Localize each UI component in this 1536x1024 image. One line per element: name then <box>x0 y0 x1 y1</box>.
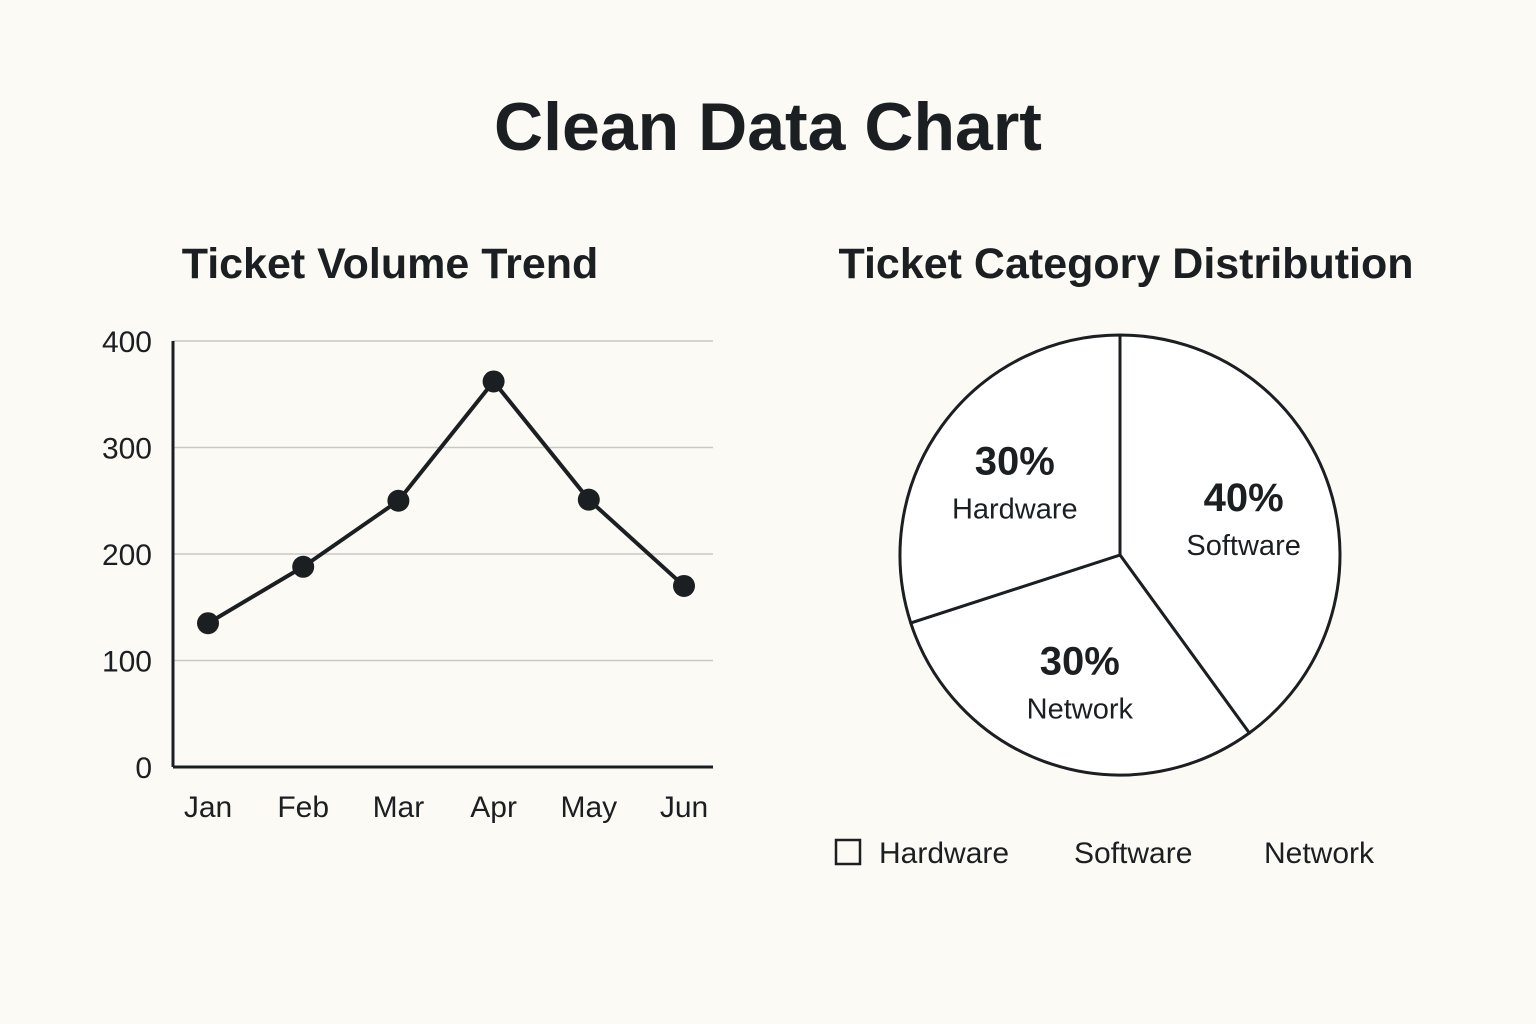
data-point-feb <box>292 555 315 578</box>
pie-slice-labels: 40% Software 30% Network 30% Hardware <box>952 440 1301 726</box>
x-tick-label: Apr <box>470 791 517 824</box>
data-point-jan <box>197 612 219 635</box>
y-tick-label: 200 <box>102 539 152 572</box>
pie-slice-hardware <box>898 333 1122 625</box>
line-chart: Ticket Volume Trend 0 100 200 300 400 Jan Feb… <box>102 240 713 824</box>
y-tick-label: 300 <box>102 433 152 466</box>
pie-slices <box>898 333 1342 777</box>
x-tick-label: May <box>560 791 617 824</box>
pie-slice-label: Hardware <box>952 494 1078 526</box>
page-title: Clean Data Chart <box>494 89 1042 165</box>
pie-slice-network <box>909 553 1251 777</box>
pie-slice-percent: 40% <box>1204 476 1284 520</box>
x-tick-label: Feb <box>277 791 329 824</box>
pie-slice-label: Software <box>1186 530 1300 562</box>
line-chart-grid <box>173 340 713 662</box>
legend-item-network: Network <box>1264 837 1375 870</box>
series-line <box>206 379 686 625</box>
pie-slice-percent: 30% <box>975 440 1055 484</box>
data-point-jun <box>673 574 695 597</box>
legend-item-hardware: Hardware <box>879 837 1009 870</box>
pie-slice-software <box>1118 333 1342 735</box>
pie-slice-label: Network <box>1027 694 1134 726</box>
x-tick-label: Jun <box>660 791 708 824</box>
y-tick-label: 0 <box>135 752 152 785</box>
data-point-may <box>577 488 600 511</box>
pie-legend: Hardware Software Network <box>834 837 1375 870</box>
line-chart-title: Ticket Volume Trend <box>182 240 599 288</box>
data-point-mar <box>387 489 410 512</box>
data-point-apr <box>482 370 505 393</box>
data-points <box>197 370 695 635</box>
x-tick-label: Jan <box>184 791 232 824</box>
legend-swatch-hardware <box>834 838 862 866</box>
line-chart-y-axis-ticks: 0 100 200 300 400 <box>102 326 152 785</box>
pie-chart: Ticket Category Distribution 40% Software… <box>834 240 1414 870</box>
y-tick-label: 400 <box>102 326 152 359</box>
legend-item-software: Software <box>1074 837 1192 870</box>
pie-slice-percent: 30% <box>1040 640 1120 684</box>
x-tick-label: Mar <box>373 791 425 824</box>
pie-chart-title: Ticket Category Distribution <box>838 240 1413 288</box>
y-tick-label: 100 <box>102 646 152 679</box>
line-chart-x-axis-ticks: Jan Feb Mar Apr May Jun <box>184 791 708 824</box>
